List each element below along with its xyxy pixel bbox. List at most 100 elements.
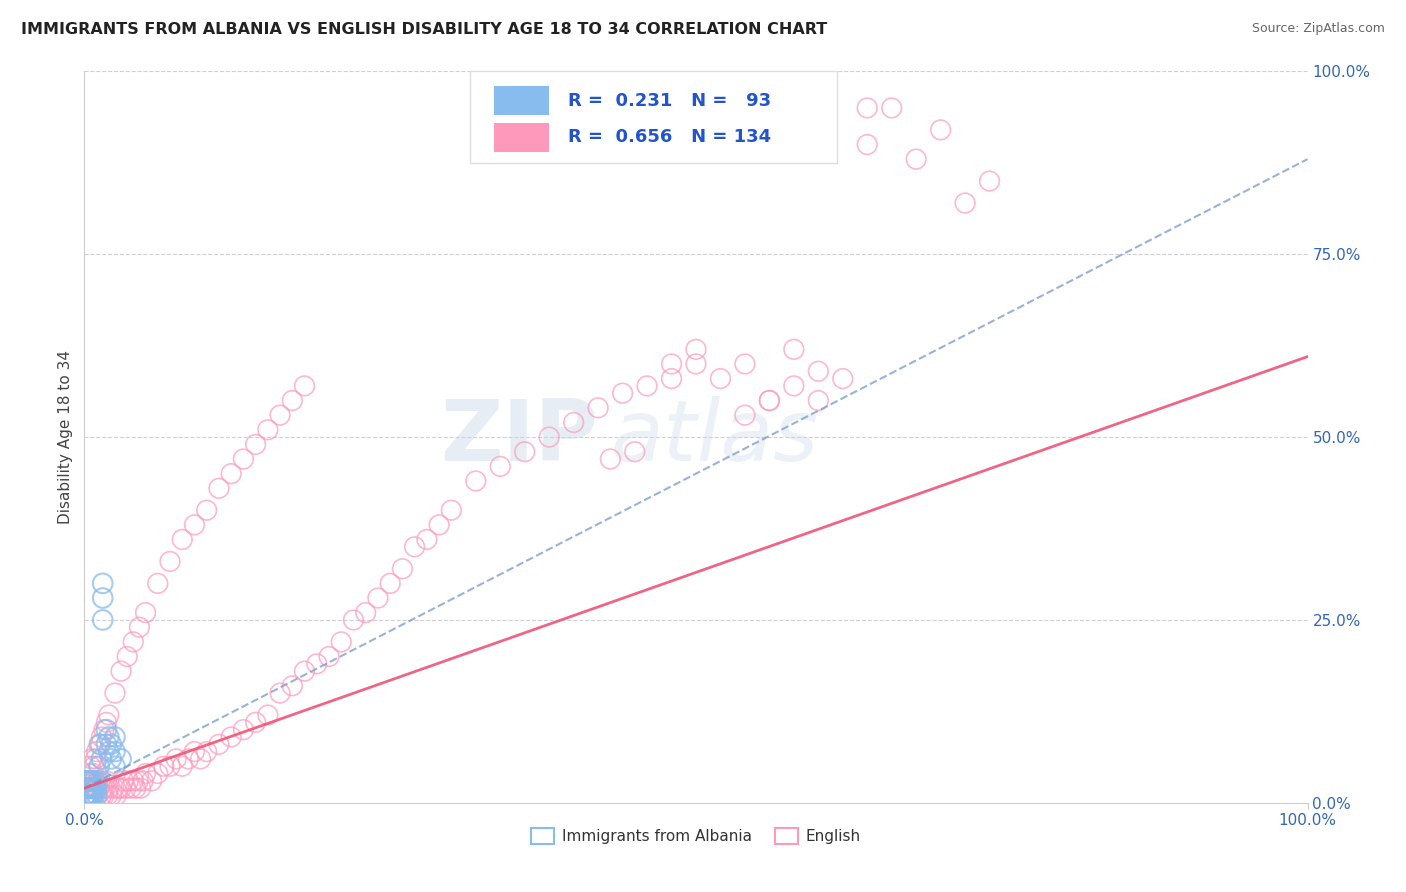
Point <box>77 781 100 796</box>
Point <box>75 789 97 803</box>
Point <box>208 737 231 751</box>
Point <box>612 386 634 401</box>
Point <box>75 773 97 788</box>
Point <box>734 357 756 371</box>
Point <box>112 773 135 788</box>
Point <box>100 789 122 803</box>
Point <box>86 781 108 796</box>
Point <box>661 357 683 371</box>
Point <box>172 759 194 773</box>
Point <box>685 343 707 357</box>
Point <box>77 781 100 796</box>
Point <box>132 773 155 788</box>
Point <box>96 737 118 751</box>
Point <box>91 781 114 796</box>
Point <box>80 789 103 803</box>
Point <box>76 781 98 796</box>
Point <box>91 576 114 591</box>
Point <box>281 679 304 693</box>
Text: IMMIGRANTS FROM ALBANIA VS ENGLISH DISABILITY AGE 18 TO 34 CORRELATION CHART: IMMIGRANTS FROM ALBANIA VS ENGLISH DISAB… <box>21 22 827 37</box>
Text: R =  0.656   N = 134: R = 0.656 N = 134 <box>568 128 770 146</box>
Point <box>75 789 97 803</box>
Point <box>77 789 100 803</box>
Point <box>87 773 110 788</box>
Point <box>75 781 97 796</box>
Point <box>354 606 377 620</box>
Point <box>76 789 98 803</box>
Point <box>120 781 142 796</box>
Point <box>84 781 107 796</box>
Point <box>82 766 104 780</box>
Point <box>90 730 112 744</box>
Point <box>146 766 169 780</box>
Point <box>76 781 98 796</box>
Point <box>115 649 138 664</box>
Point <box>87 759 110 773</box>
Point <box>75 773 97 788</box>
Point <box>75 789 97 803</box>
Point <box>245 715 267 730</box>
Point <box>562 416 585 430</box>
Point <box>86 789 108 803</box>
Point <box>104 759 127 773</box>
Point <box>75 781 97 796</box>
Point <box>83 789 105 803</box>
Point <box>75 789 97 803</box>
Point <box>318 649 340 664</box>
Point <box>75 773 97 788</box>
Point <box>77 789 100 803</box>
Point <box>75 781 97 796</box>
Text: ZIP: ZIP <box>440 395 598 479</box>
FancyBboxPatch shape <box>494 86 550 115</box>
Point <box>96 715 118 730</box>
Point <box>76 781 98 796</box>
Point <box>77 789 100 803</box>
Point <box>979 174 1001 188</box>
Point <box>125 781 148 796</box>
Point <box>97 708 120 723</box>
Point <box>75 781 97 796</box>
Point <box>416 533 439 547</box>
Point <box>75 781 97 796</box>
Point <box>87 789 110 803</box>
Point <box>831 371 853 385</box>
Point <box>83 773 105 788</box>
Point <box>79 773 101 788</box>
Point <box>77 789 100 803</box>
Point <box>76 773 98 788</box>
Point <box>75 773 97 788</box>
Point <box>75 781 97 796</box>
Point <box>76 781 98 796</box>
Point <box>96 723 118 737</box>
Point <box>75 781 97 796</box>
FancyBboxPatch shape <box>494 122 550 152</box>
Point <box>75 781 97 796</box>
Point <box>97 730 120 744</box>
Point <box>117 773 139 788</box>
Point <box>758 393 780 408</box>
Point <box>195 745 218 759</box>
Point <box>685 357 707 371</box>
Point <box>427 517 450 532</box>
Point <box>464 474 486 488</box>
Text: atlas: atlas <box>610 395 818 479</box>
Point <box>257 423 280 437</box>
Point <box>208 481 231 495</box>
Point <box>100 752 122 766</box>
Point <box>80 781 103 796</box>
Point <box>367 591 389 605</box>
Point <box>87 781 110 796</box>
Point <box>75 789 97 803</box>
Point <box>294 664 316 678</box>
Point <box>75 781 97 796</box>
Point <box>75 781 97 796</box>
Text: R =  0.231   N =   93: R = 0.231 N = 93 <box>568 92 770 110</box>
Point <box>76 773 98 788</box>
Point <box>75 789 97 803</box>
Point <box>87 737 110 751</box>
Point <box>100 737 122 751</box>
Point <box>94 781 117 796</box>
Point <box>75 789 97 803</box>
Point <box>75 789 97 803</box>
Point <box>110 664 132 678</box>
